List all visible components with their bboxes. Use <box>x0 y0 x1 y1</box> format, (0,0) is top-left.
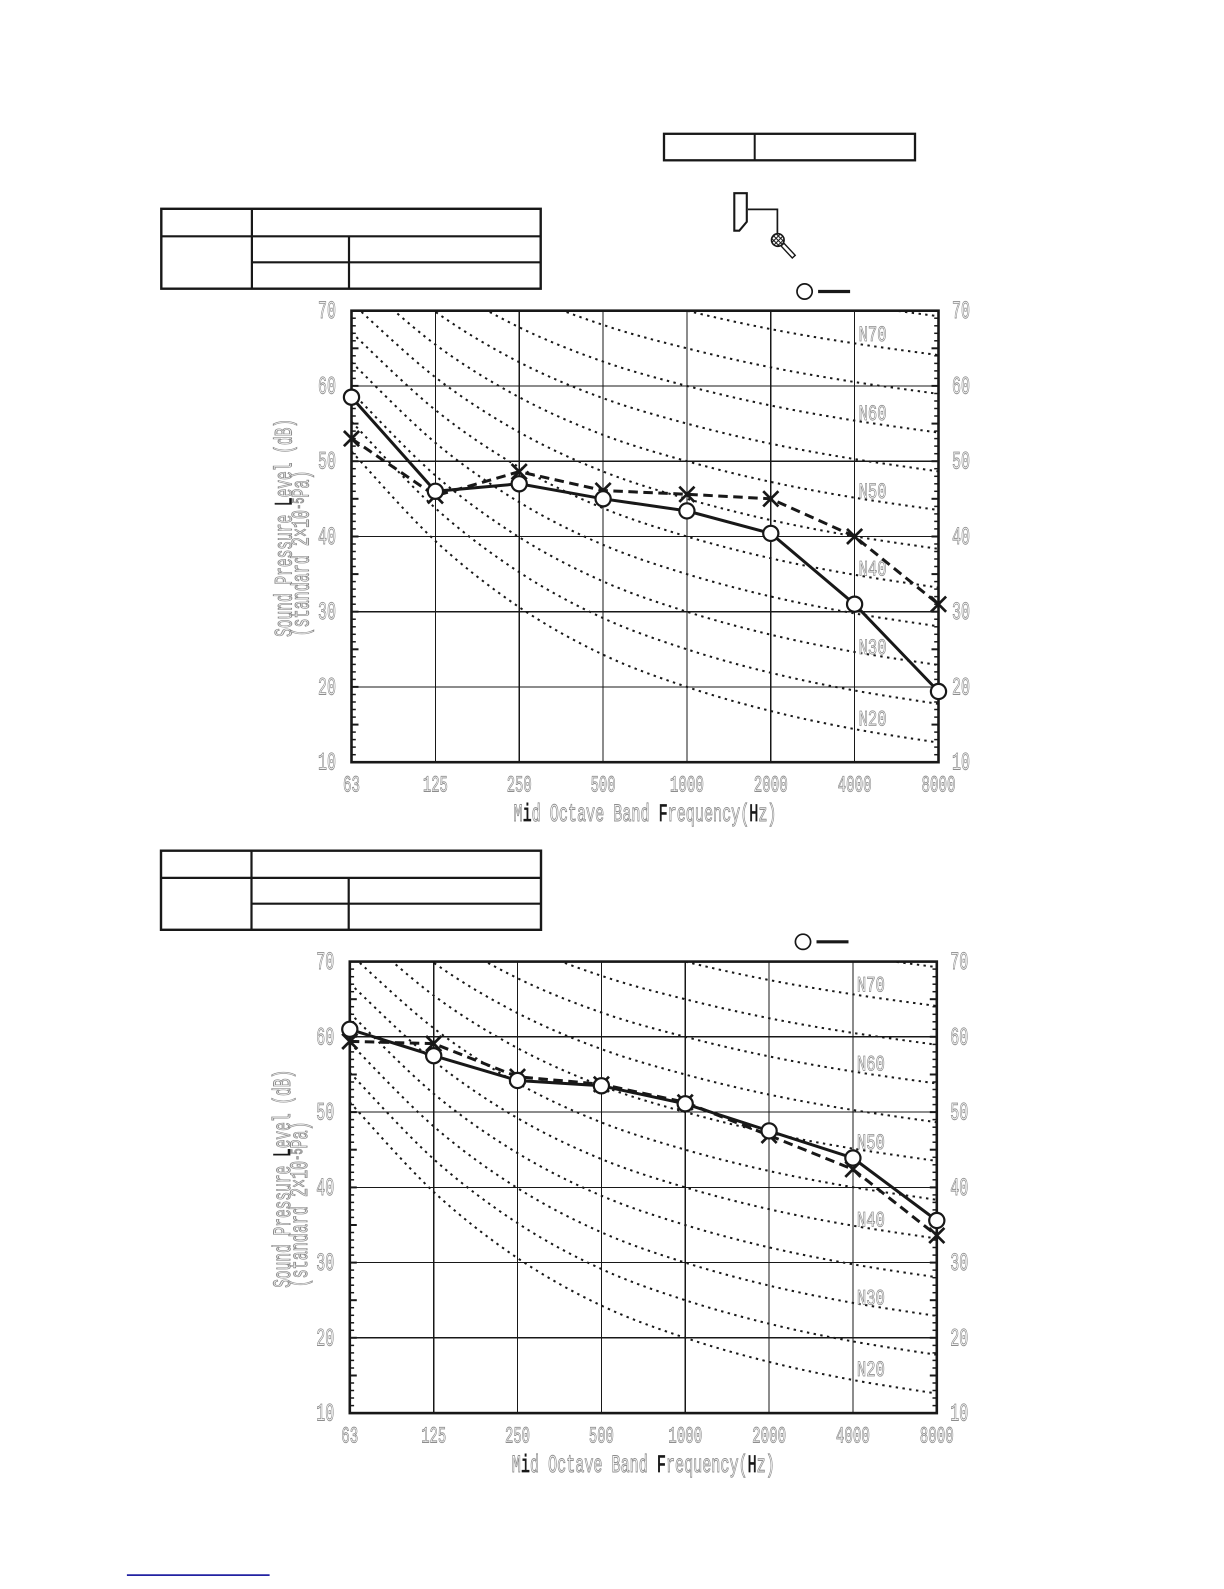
svg-text:N40: N40 <box>857 1209 885 1234</box>
svg-text:30: 30 <box>316 1249 334 1278</box>
svg-text:N70: N70 <box>859 323 887 348</box>
svg-text:2000: 2000 <box>754 773 788 799</box>
svg-text:60: 60 <box>316 1023 334 1052</box>
svg-text:20: 20 <box>318 674 336 703</box>
svg-text:Mid Octave Band Frequency(Hz): Mid Octave Band Frequency(Hz) <box>512 1451 775 1480</box>
svg-text:63: 63 <box>341 1424 358 1450</box>
svg-text:N40: N40 <box>859 558 887 583</box>
svg-text:250: 250 <box>507 773 532 799</box>
svg-text:20: 20 <box>952 674 970 703</box>
svg-text:60: 60 <box>952 373 970 402</box>
svg-text:500: 500 <box>591 773 616 799</box>
svg-text:63: 63 <box>343 773 360 799</box>
svg-text:30: 30 <box>950 1249 968 1278</box>
svg-text:70: 70 <box>952 297 970 326</box>
svg-text:N30: N30 <box>857 1287 885 1312</box>
svg-text:N30: N30 <box>859 636 887 661</box>
svg-text:N20: N20 <box>857 1358 885 1383</box>
svg-text:N50: N50 <box>859 480 887 505</box>
svg-text:70: 70 <box>316 948 334 977</box>
svg-text:50: 50 <box>950 1099 968 1128</box>
svg-text:40: 40 <box>316 1174 334 1203</box>
svg-text:1000: 1000 <box>670 773 704 799</box>
svg-text:50: 50 <box>316 1099 334 1128</box>
svg-text:70: 70 <box>318 297 336 326</box>
svg-text:10: 10 <box>318 749 336 778</box>
svg-text:20: 20 <box>950 1324 968 1353</box>
svg-text:30: 30 <box>952 598 970 627</box>
svg-text:N60: N60 <box>857 1053 885 1078</box>
svg-text:N70: N70 <box>857 974 885 999</box>
svg-text:8000: 8000 <box>920 1424 954 1450</box>
svg-text:40: 40 <box>950 1174 968 1203</box>
svg-text:10: 10 <box>316 1400 334 1429</box>
svg-text:Sound Pressure Level (dB): Sound Pressure Level (dB) <box>271 419 300 637</box>
svg-text:2000: 2000 <box>752 1424 786 1450</box>
svg-text:40: 40 <box>952 523 970 552</box>
svg-text:60: 60 <box>318 373 336 402</box>
svg-text:N20: N20 <box>859 707 887 732</box>
svg-text:125: 125 <box>421 1424 446 1450</box>
svg-text:Mid Octave Band Frequency(Hz): Mid Octave Band Frequency(Hz) <box>514 800 777 829</box>
svg-text:10: 10 <box>952 749 970 778</box>
svg-text:4000: 4000 <box>836 1424 870 1450</box>
svg-text:1000: 1000 <box>668 1424 702 1450</box>
svg-text:60: 60 <box>950 1023 968 1052</box>
svg-text:(standard 2×10-5Pa): (standard 2×10-5Pa) <box>286 1121 315 1287</box>
svg-text:(standard 2×10-5Pa): (standard 2×10-5Pa) <box>288 471 317 637</box>
svg-text:N50: N50 <box>857 1131 885 1156</box>
svg-text:250: 250 <box>505 1424 530 1450</box>
svg-text:40: 40 <box>318 523 336 552</box>
svg-text:Sound Pressure Level (dB): Sound Pressure Level (dB) <box>269 1070 298 1288</box>
svg-text:10: 10 <box>950 1400 968 1429</box>
svg-text:30: 30 <box>318 598 336 627</box>
svg-text:20: 20 <box>316 1324 334 1353</box>
svg-text:50: 50 <box>952 448 970 477</box>
svg-text:4000: 4000 <box>838 773 872 799</box>
svg-text:50: 50 <box>318 448 336 477</box>
svg-text:N60: N60 <box>859 402 887 427</box>
svg-text:8000: 8000 <box>922 773 956 799</box>
svg-text:70: 70 <box>950 948 968 977</box>
svg-text:125: 125 <box>423 773 448 799</box>
svg-text:500: 500 <box>589 1424 614 1450</box>
